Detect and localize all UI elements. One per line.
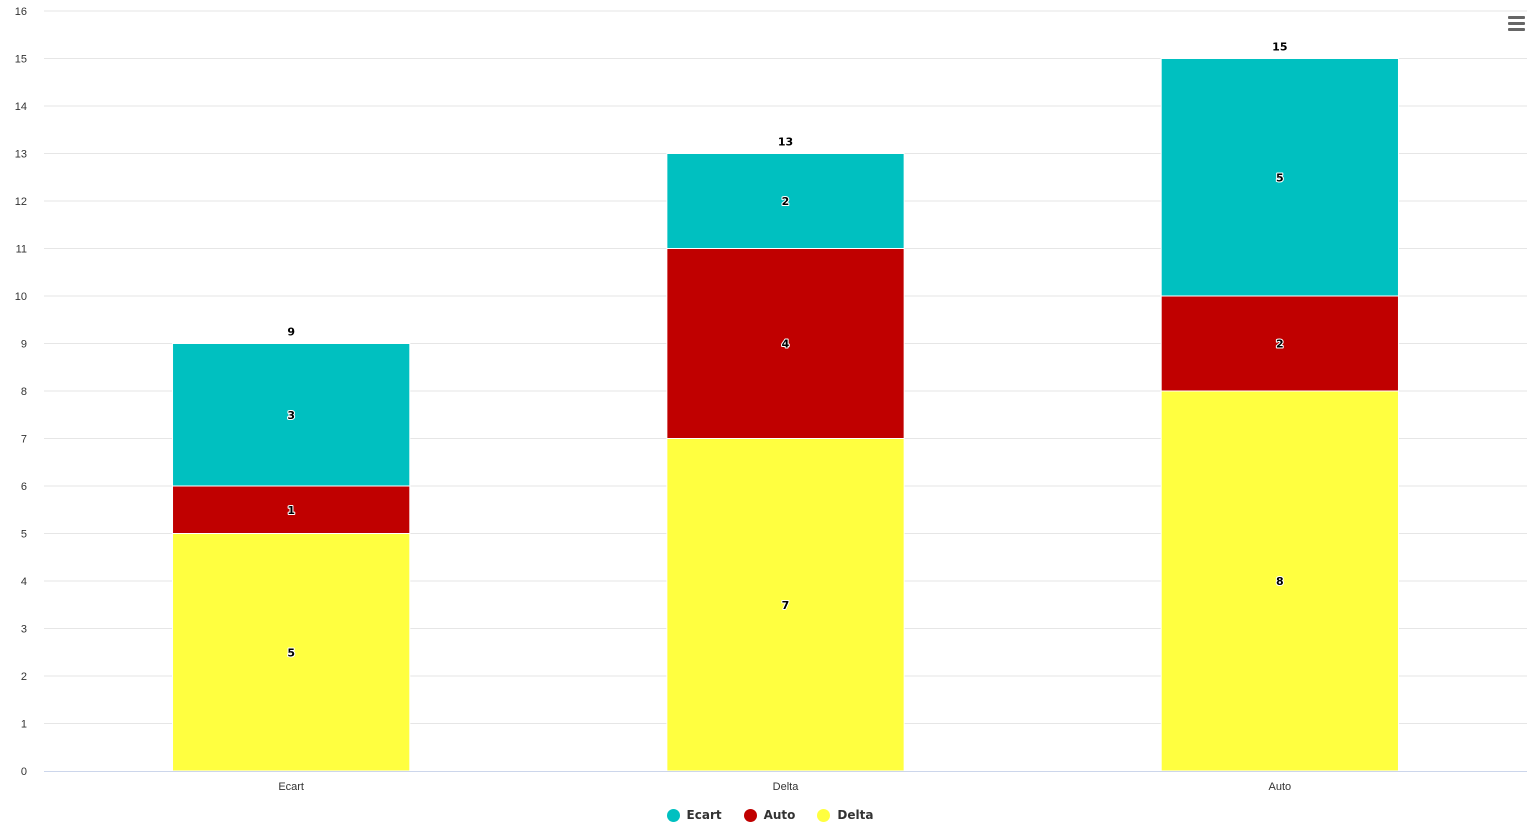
y-tick-label: 0 — [21, 766, 27, 778]
bar-segment-auto-delta[interactable] — [666, 248, 905, 439]
y-tick-label: 2 — [21, 671, 27, 683]
bar-segment-auto-auto[interactable] — [1160, 295, 1399, 392]
y-tick-label: 15 — [15, 54, 27, 66]
hamburger-menu-icon-bar — [1507, 21, 1525, 25]
bar-segment-ecart-delta[interactable] — [666, 153, 905, 249]
data-label: 3 — [287, 409, 295, 422]
bar-segments — [172, 58, 1399, 772]
stack-total-label: 9 — [287, 326, 295, 339]
y-tick-label: 1 — [21, 719, 27, 731]
x-tick-label: Delta — [773, 781, 800, 793]
data-label: 4 — [782, 338, 790, 351]
data-label: 8 — [1276, 575, 1284, 588]
legend-marker-icon — [817, 808, 831, 822]
y-tick-label: 7 — [21, 434, 27, 446]
chart-menu-button[interactable] — [1502, 12, 1530, 34]
y-tick-label: 8 — [21, 386, 27, 398]
legend-marker-icon — [666, 808, 680, 822]
legend-label: Auto — [763, 808, 796, 822]
data-label: 1 — [287, 504, 295, 517]
x-axis: Ecart Delta Auto — [44, 771, 1527, 793]
y-tick-label: 12 — [15, 196, 27, 208]
y-tick-label: 6 — [21, 481, 27, 493]
y-tick-label: 3 — [21, 624, 27, 636]
y-tick-label: 16 — [15, 6, 27, 18]
y-tick-label: 5 — [21, 529, 27, 541]
legend-item-ecart[interactable]: Ecart — [666, 808, 722, 822]
y-tick-label: 10 — [15, 291, 27, 303]
x-tick-label: Ecart — [278, 781, 304, 793]
bar-segment-delta-auto[interactable] — [1160, 390, 1399, 772]
bar-segment-delta-delta[interactable] — [666, 438, 905, 772]
y-tick-label: 11 — [16, 244, 27, 256]
hamburger-menu-icon — [1507, 15, 1525, 19]
data-label: 2 — [782, 195, 790, 208]
legend-item-delta[interactable]: Delta — [817, 808, 873, 822]
legend-label: Delta — [837, 808, 874, 822]
x-tick-label: Auto — [1269, 781, 1292, 793]
data-label: 5 — [1276, 171, 1284, 184]
chart-legend: Ecart Auto Delta — [0, 808, 1540, 822]
data-label: 7 — [782, 599, 790, 612]
y-tick-label: 9 — [21, 339, 27, 351]
bar-segment-ecart-ecart[interactable] — [172, 343, 411, 487]
stack-total-label: 13 — [778, 136, 793, 149]
bar-segment-delta-ecart[interactable] — [172, 533, 411, 772]
data-label: 5 — [287, 646, 295, 659]
stack-total-label: 15 — [1272, 41, 1287, 54]
y-tick-label: 4 — [21, 576, 27, 588]
legend-label: Ecart — [686, 808, 722, 822]
y-tick-label: 14 — [15, 101, 27, 113]
hamburger-menu-icon-bar — [1507, 27, 1525, 31]
legend-item-auto[interactable]: Auto — [743, 808, 796, 822]
y-tick-label: 13 — [15, 149, 27, 161]
legend-marker-icon — [743, 808, 757, 822]
bar-segment-ecart-auto[interactable] — [1160, 58, 1399, 297]
bar-segment-auto-ecart[interactable] — [172, 485, 411, 534]
data-label: 2 — [1276, 338, 1284, 351]
